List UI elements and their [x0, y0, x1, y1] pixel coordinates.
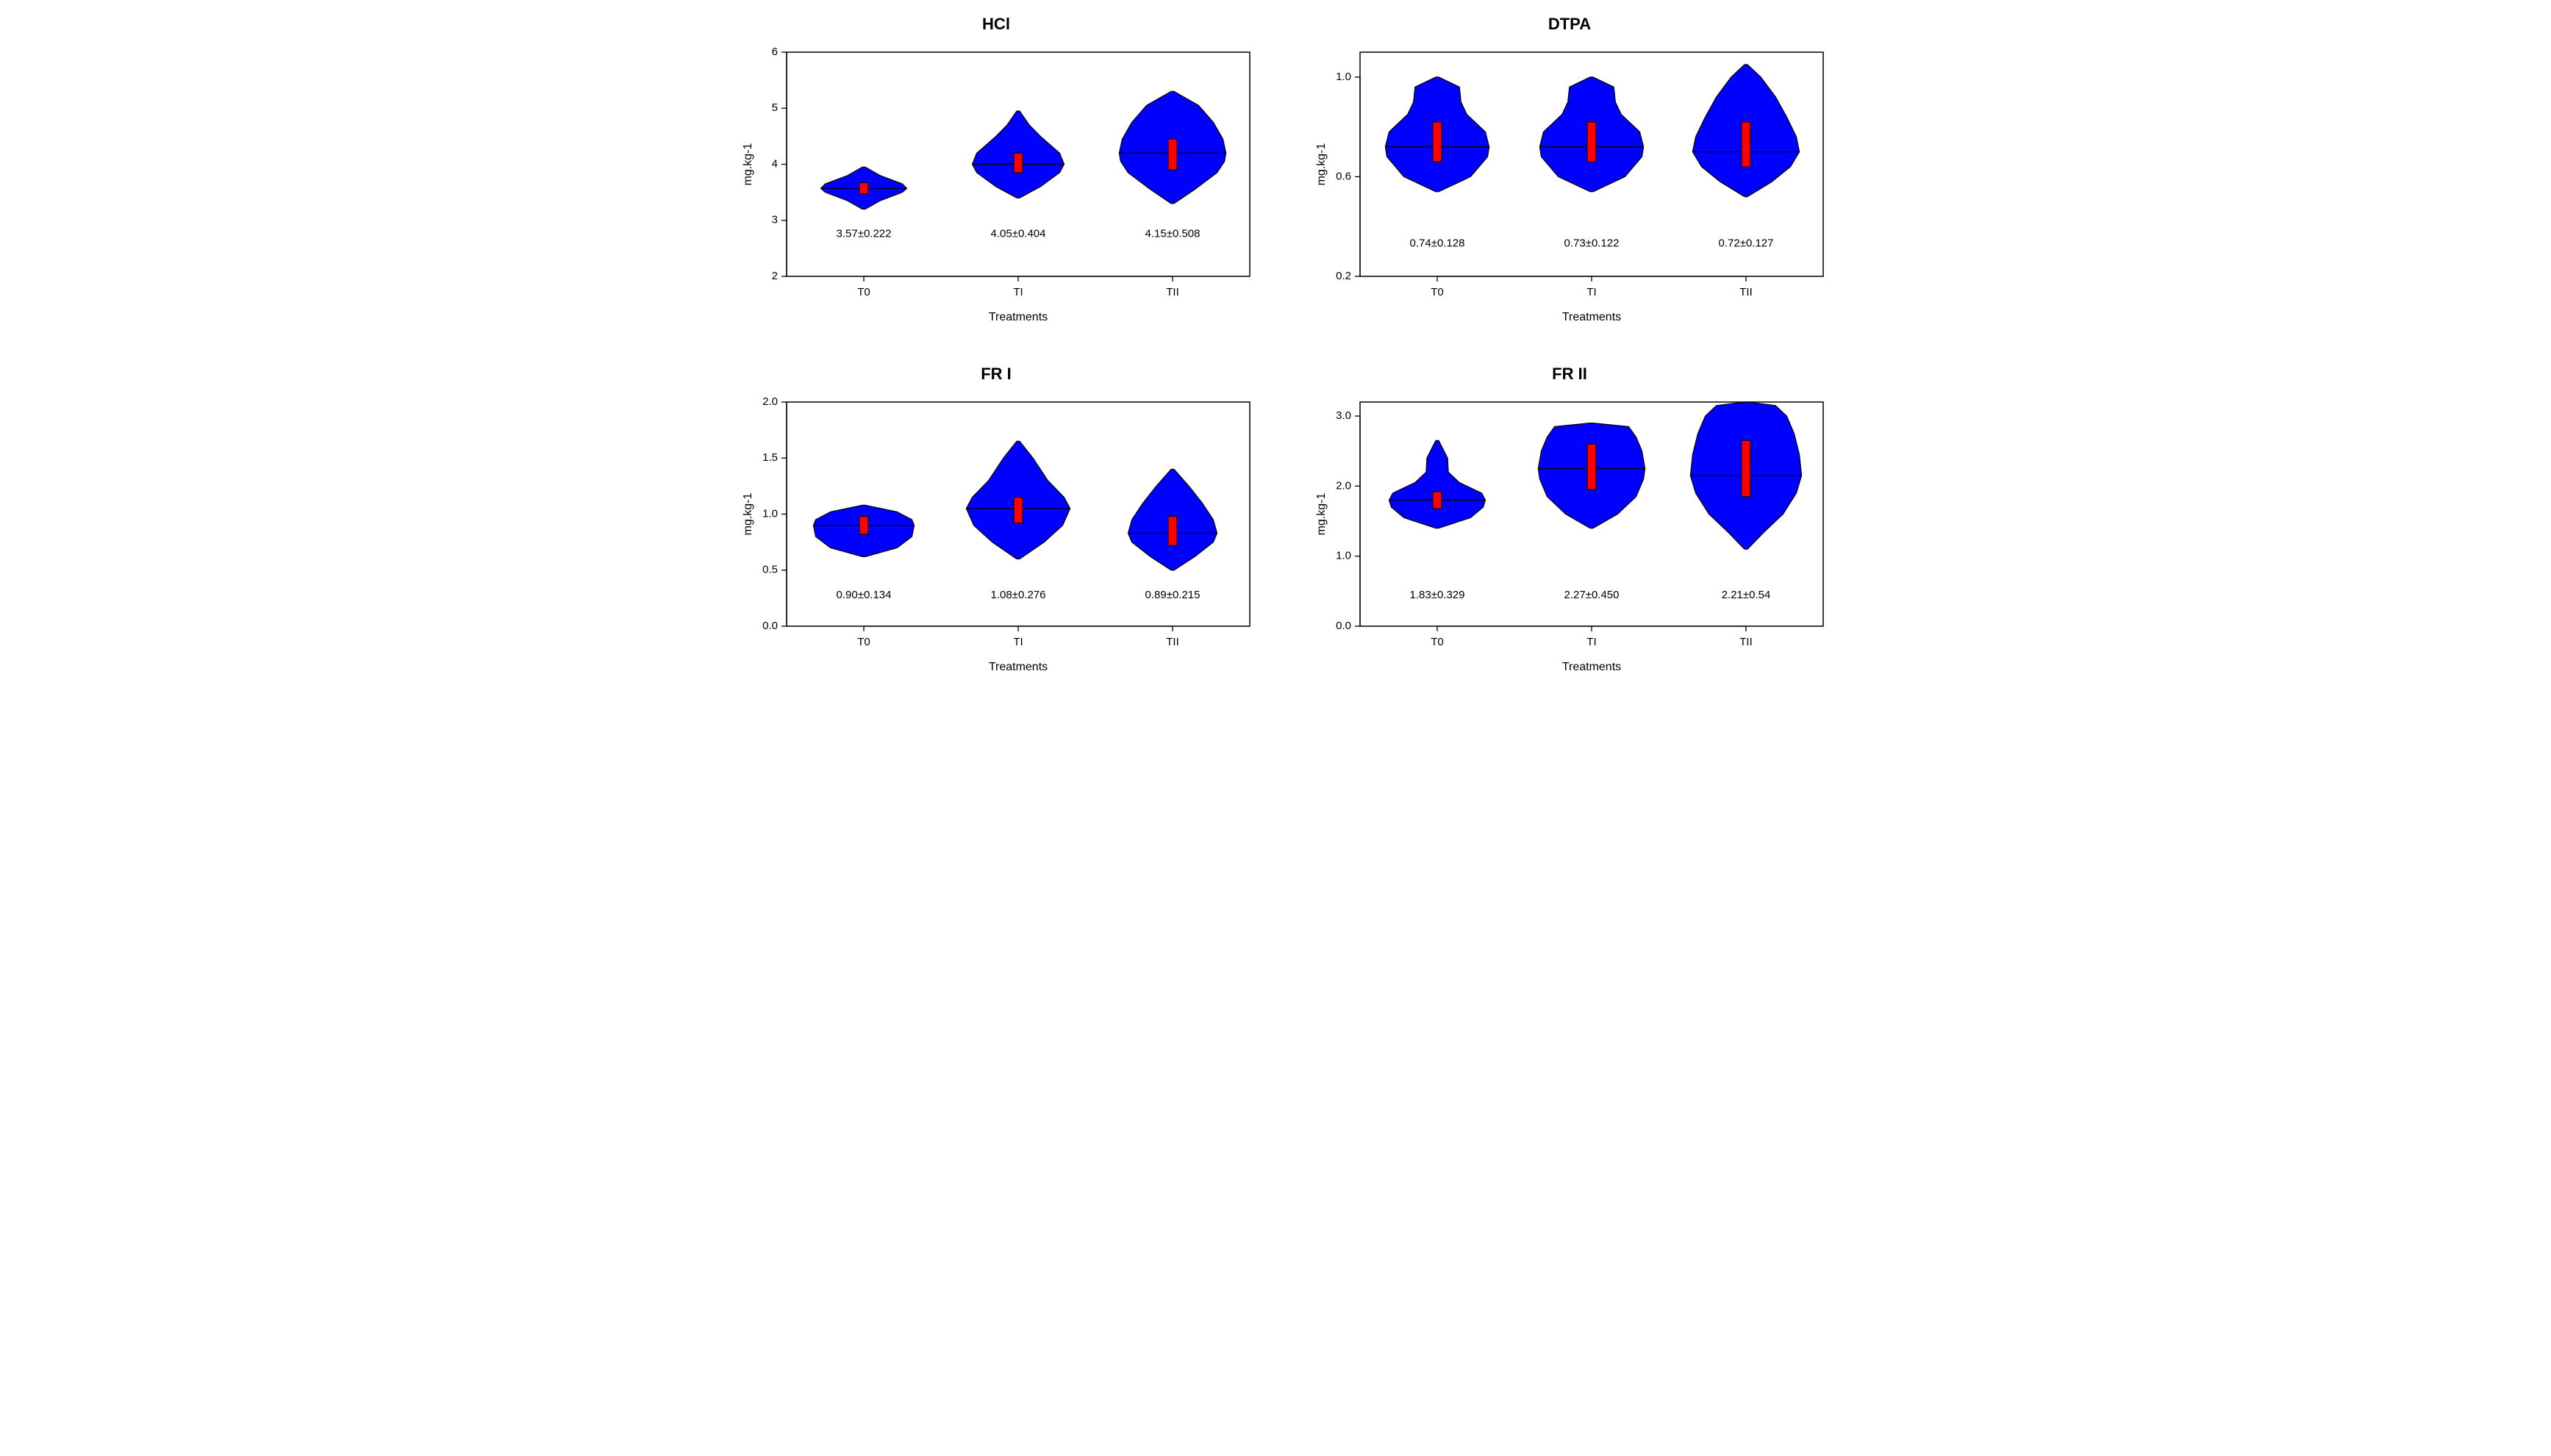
y-tick-label: 3 [772, 214, 778, 226]
stat-annotation: 1.83±0.329 [1410, 589, 1465, 601]
x-axis-label: Treatments [989, 311, 1048, 323]
stat-annotation: 1.08±0.276 [991, 589, 1046, 601]
panel-fr2: FR II 0.0 1.0 2.0 3.0 mg.kg-1 1.83±0.329 T0 2.27… [1305, 365, 1834, 685]
x-tick-label: TII [1166, 286, 1179, 298]
x-tick-label: T0 [857, 636, 870, 648]
panel-hcl: HCl 2 3 4 5 6 mg.kg-1 3.57±0.222 T0 4.05±0.404 TI 4… [731, 15, 1261, 335]
y-axis-label: mg.kg-1 [742, 493, 754, 536]
panel-title: HCl [731, 15, 1261, 34]
y-axis-label: mg.kg-1 [742, 143, 754, 186]
x-tick-label: TI [1013, 636, 1023, 648]
y-tick-label: 0.2 [1336, 270, 1351, 282]
y-axis-label: mg.kg-1 [1315, 143, 1328, 186]
x-tick-label: T0 [857, 286, 870, 298]
stat-annotation: 0.89±0.215 [1145, 589, 1201, 601]
y-tick-label: 2 [772, 270, 778, 282]
iqr-box [1014, 153, 1023, 173]
panel-title: FR I [731, 365, 1261, 384]
x-tick-label: T0 [1431, 636, 1444, 648]
stat-annotation: 4.15±0.508 [1145, 228, 1201, 240]
y-tick-label: 0.0 [762, 620, 778, 632]
panel-title: DTPA [1305, 15, 1834, 34]
y-tick-label: 0.0 [1336, 620, 1351, 632]
y-axis-label: mg.kg-1 [1315, 493, 1328, 536]
panel-title: FR II [1305, 365, 1834, 384]
iqr-box [1433, 122, 1442, 162]
iqr-box [1433, 492, 1442, 509]
y-tick-label: 2.0 [1336, 479, 1351, 492]
y-tick-label: 0.6 [1336, 170, 1351, 182]
x-tick-label: TII [1739, 286, 1753, 298]
x-axis-label: Treatments [989, 661, 1048, 673]
plot-svg: 0.0 1.0 2.0 3.0 mg.kg-1 1.83±0.329 T0 2.27±0.45… [1305, 391, 1834, 685]
x-tick-label: TI [1586, 286, 1596, 298]
iqr-box [1742, 440, 1750, 496]
stat-annotation: 0.72±0.127 [1719, 237, 1774, 249]
stat-annotation: 2.27±0.450 [1564, 589, 1620, 601]
iqr-box [1168, 517, 1177, 546]
plot-svg: 0.0 0.5 1.0 1.5 2.0 mg.kg-1 0.90±0.134 T0 1.08±0… [731, 391, 1261, 685]
y-tick-label: 3.0 [1336, 409, 1351, 422]
y-tick-label: 6 [772, 46, 778, 58]
iqr-box [859, 517, 868, 534]
stat-annotation: 0.74±0.128 [1410, 237, 1465, 249]
iqr-box [1014, 498, 1023, 523]
iqr-box [1587, 122, 1596, 162]
stat-annotation: 0.90±0.134 [837, 589, 892, 601]
stat-annotation: 2.21±0.54 [1722, 589, 1771, 601]
stat-annotation: 3.57±0.222 [837, 228, 892, 240]
stat-annotation: 4.05±0.404 [991, 228, 1046, 240]
iqr-box [1587, 444, 1596, 489]
y-tick-label: 4 [772, 157, 778, 170]
y-tick-label: 1.5 [762, 451, 778, 464]
x-tick-label: TII [1739, 636, 1753, 648]
iqr-box [1742, 122, 1750, 167]
y-tick-label: 1.0 [1336, 550, 1351, 562]
plot-svg: 0.2 0.6 1.0 mg.kg-1 0.74±0.128 T0 0.73±0.122 TI… [1305, 41, 1834, 335]
iqr-box [859, 183, 868, 194]
y-tick-label: 0.5 [762, 564, 778, 576]
panel-fr1: FR I 0.0 0.5 1.0 1.5 2.0 mg.kg-1 0.90±0.134 T0 1.… [731, 365, 1261, 685]
y-tick-label: 1.0 [762, 507, 778, 520]
x-tick-label: T0 [1431, 286, 1444, 298]
x-axis-label: Treatments [1562, 661, 1621, 673]
y-tick-label: 2.0 [762, 395, 778, 408]
stat-annotation: 0.73±0.122 [1564, 237, 1620, 249]
y-tick-label: 1.0 [1336, 71, 1351, 83]
iqr-box [1168, 139, 1177, 170]
y-tick-label: 5 [772, 101, 778, 114]
plot-svg: 2 3 4 5 6 mg.kg-1 3.57±0.222 T0 4.05±0.404 TI 4.15… [731, 41, 1261, 335]
panel-dtpa: DTPA 0.2 0.6 1.0 mg.kg-1 0.74±0.128 T0 0.73±0.1… [1305, 15, 1834, 335]
x-tick-label: TI [1586, 636, 1596, 648]
x-tick-label: TII [1166, 636, 1179, 648]
x-axis-label: Treatments [1562, 311, 1621, 323]
x-tick-label: TI [1013, 286, 1023, 298]
